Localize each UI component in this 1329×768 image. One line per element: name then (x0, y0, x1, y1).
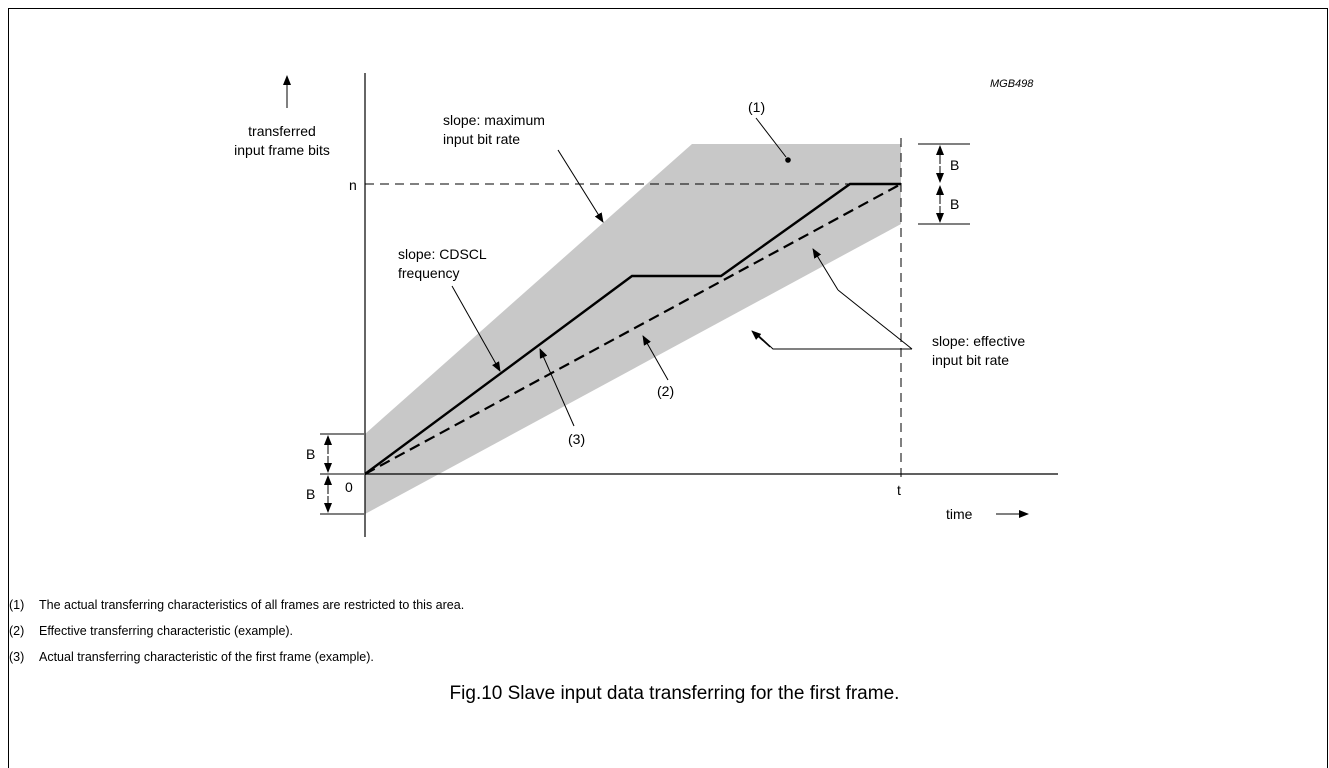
tolerance-label-origin-upper: B (306, 446, 315, 462)
t-label: t (897, 482, 901, 498)
figure-frame (8, 8, 1328, 768)
actual-characteristic-line (364, 182, 901, 475)
tolerance-marker-origin (320, 433, 364, 515)
y-axis-label-line1: transferred (248, 123, 316, 139)
region-leader (755, 117, 787, 158)
effective-rate-leader-upper-head (812, 248, 839, 291)
cdscl-label-line1: slope: CDSCL (398, 246, 487, 262)
figure-code: MGB498 (990, 78, 1034, 90)
effective-leader (642, 335, 669, 381)
effective-marker: (2) (657, 383, 674, 399)
x-axis-label: time (946, 506, 973, 522)
cdscl-leader (451, 285, 501, 372)
region-marker: (1) (748, 99, 765, 115)
note-number: (1) (9, 598, 25, 612)
tolerance-label-top-upper: B (950, 157, 959, 173)
max-rate-label-line2: input bit rate (443, 131, 520, 147)
origin-label: 0 (345, 479, 353, 495)
effective-rate-leader-lower-head (751, 330, 771, 348)
note-number: (3) (9, 650, 25, 664)
tolerance-label-origin-lower: B (306, 486, 315, 502)
figure-caption: Fig.10 Slave input data transferring for… (449, 683, 900, 704)
actual-marker: (3) (568, 431, 585, 447)
actual-leader (539, 348, 575, 427)
tolerance-marker-top (918, 143, 970, 225)
note-text: Actual transferring characteristic of th… (39, 650, 374, 664)
effective-rate-label-line1: slope: effective (932, 333, 1025, 349)
effective-rate-leader-upper (837, 289, 913, 350)
y-axis-label-line2: input frame bits (234, 142, 330, 158)
note-number: (2) (9, 624, 25, 638)
effective-rate-label-line2: input bit rate (932, 352, 1009, 368)
effective-rate-leader-lower (757, 334, 912, 350)
cdscl-label-line2: frequency (398, 265, 459, 281)
max-rate-label-line1: slope: maximum (443, 112, 545, 128)
note-text: Effective transferring characteristic (e… (39, 624, 294, 638)
allowed-region (365, 144, 901, 514)
max-rate-leader (557, 149, 604, 223)
n-label: n (349, 177, 357, 193)
region-dot (785, 157, 791, 163)
tolerance-label-top-lower: B (950, 196, 959, 212)
note-text: The actual transferring characteristics … (39, 598, 465, 612)
